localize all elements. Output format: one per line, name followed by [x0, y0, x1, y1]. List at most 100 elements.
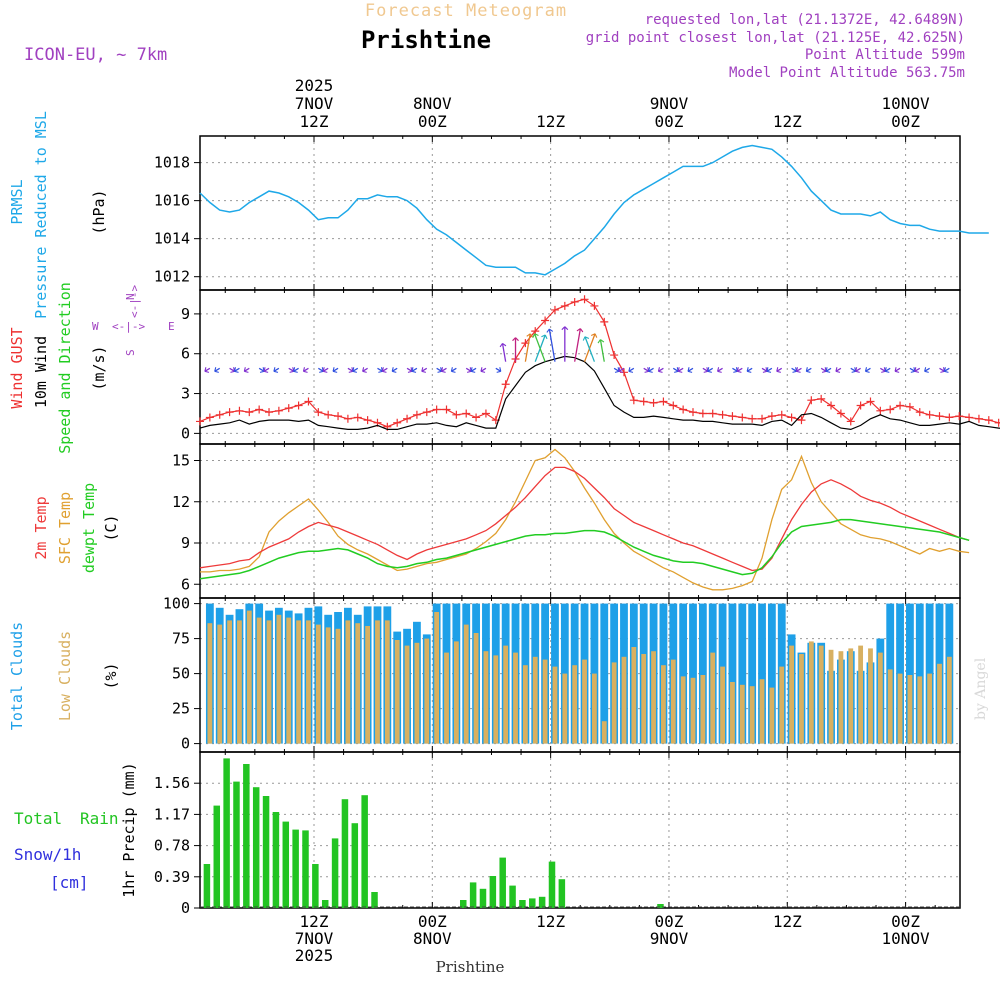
wind-dir-arrow [574, 328, 582, 362]
low-cloud-bar [887, 669, 893, 744]
gust-marker [836, 409, 845, 418]
wind-dir-arrow [234, 367, 240, 372]
wind-dir-head [855, 367, 860, 373]
rain-bar [361, 795, 368, 908]
low-cloud-bar [601, 721, 607, 744]
gust-marker [462, 409, 471, 418]
hpa-label: (hPa) [90, 189, 108, 234]
y-tick-label: 6 [181, 575, 190, 593]
temp2m-label: 2m Temp [32, 496, 50, 559]
wind-dir-head [561, 326, 569, 331]
time-label-bottom: 12Z [536, 912, 565, 931]
wind-dir-head [391, 367, 397, 373]
wind-dir-arrow [835, 367, 842, 372]
gust-marker [215, 410, 224, 419]
wind-dir-head [470, 367, 476, 373]
wind-dir-head [546, 328, 554, 333]
low-cloud-bar [759, 679, 765, 744]
wind-dir-arrow [805, 367, 812, 372]
wind-dir-head [576, 328, 584, 333]
y-tick-label: 15 [172, 452, 190, 470]
wind-dir-arrow [303, 367, 309, 372]
low-cloud-bar [946, 656, 952, 744]
low-cloud-bar [700, 675, 706, 744]
rain-bar [292, 829, 299, 908]
rain-bar [223, 758, 230, 908]
total-cloud-bar [698, 603, 707, 744]
low-cloud-bar [522, 665, 528, 744]
wind-dir-arrow [796, 367, 802, 372]
gust-marker [689, 408, 697, 417]
low-cloud-bar [414, 642, 420, 744]
gust-marker [876, 406, 885, 415]
low-cloud-bar [394, 640, 400, 744]
gust-marker [905, 402, 914, 411]
temp2m-line [199, 466, 970, 572]
low-cloud-bar [246, 610, 252, 744]
time-label-bottom: 00Z [418, 912, 447, 931]
rain-bar [548, 861, 556, 908]
low-cloud-bar [611, 662, 617, 744]
wind-dir-arrow [548, 328, 556, 362]
wind-dir-head [648, 367, 653, 373]
wind-dir-arrow [648, 367, 654, 372]
time-label-bottom: 9NOV [650, 929, 689, 948]
wind-dir-head [943, 367, 949, 373]
low-cloud-bar [325, 627, 331, 744]
panel-temperature: 6 9 12 15 [172, 443, 970, 599]
wind-dir-arrow [702, 367, 709, 372]
wind-dir-arrow [618, 367, 625, 372]
low-cloud-bar [917, 676, 923, 744]
rain-bar [351, 823, 359, 908]
y-tick-label: 1018 [154, 154, 190, 172]
y-tick-label: 0 [181, 424, 190, 442]
total-cloud-bar [738, 603, 747, 744]
low-cloud-bar [838, 651, 844, 744]
gust-marker [994, 418, 1000, 427]
dewpt-line [199, 518, 970, 580]
wind-dir-arrow [924, 367, 930, 372]
wind-dir-head [894, 367, 900, 373]
wind-dir-arrow [229, 367, 235, 372]
wind-dir-arrow [909, 367, 916, 372]
wind-dir-head [421, 367, 427, 373]
wind-dir-arrow [322, 367, 329, 372]
gust-marker [304, 397, 313, 406]
gust-marker [748, 414, 757, 423]
wind-dir-arrow [613, 367, 620, 372]
gust-marker [698, 409, 707, 418]
low-cloud-bar [937, 663, 942, 744]
wind-dir-head [736, 367, 742, 373]
y-tick-label: 6 [181, 345, 190, 363]
gust-marker [393, 418, 402, 427]
gust-marker [452, 410, 461, 419]
low-clouds-label: Low Clouds [56, 631, 74, 721]
low-cloud-bar [266, 620, 272, 744]
wind-dir-head [302, 367, 308, 373]
time-label-top: 7NOV [295, 94, 334, 113]
total-cloud-bar [748, 603, 757, 744]
gust-marker [807, 396, 816, 405]
rain-bar [469, 882, 477, 908]
rain-bar [479, 888, 487, 908]
grid-point-coords: grid point closest lon,lat (21.125E, 42.… [586, 30, 965, 46]
time-label-bottom: 00Z [655, 912, 684, 931]
low-cloud-bar [453, 641, 459, 744]
location-title: Prishtine [361, 26, 491, 54]
compass-s: S [124, 349, 137, 356]
y-tick-label: 9 [181, 534, 190, 552]
wind-dir-head [924, 367, 929, 373]
low-cloud-bar [582, 659, 587, 744]
gust-marker [570, 297, 579, 306]
time-label-top: 12Z [773, 112, 802, 131]
wind-dir-arrow [352, 367, 359, 372]
gust-marker [560, 301, 569, 310]
gust-marker [669, 401, 678, 410]
celsius-label: (C) [102, 514, 120, 541]
gust-marker [886, 405, 895, 414]
low-cloud-bar [365, 626, 371, 744]
rain-bar [272, 812, 280, 908]
rain-bar [203, 864, 211, 908]
